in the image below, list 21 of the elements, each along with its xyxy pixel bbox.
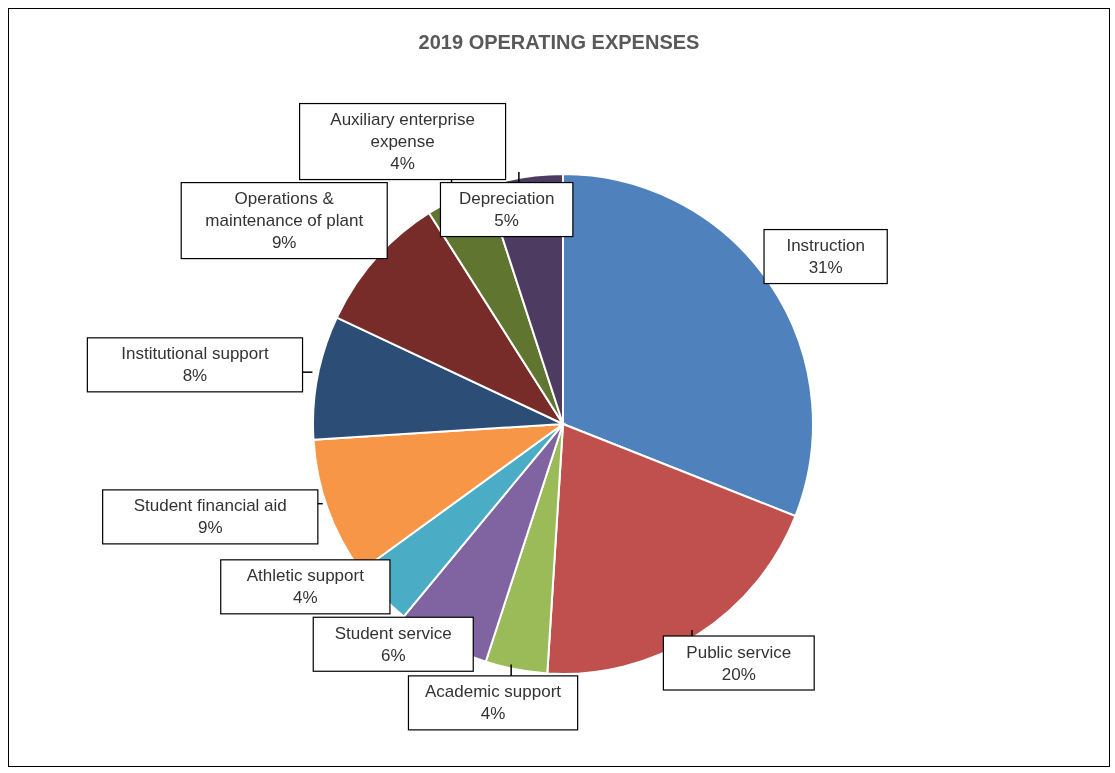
slice-label: Operations & maintenance of plant xyxy=(205,189,364,231)
data-label: 20% xyxy=(721,664,756,684)
data-label: 5% xyxy=(494,211,519,231)
data-label: 6% xyxy=(380,645,406,665)
data-label: 8% xyxy=(182,366,208,386)
slice-label: Public service xyxy=(686,642,792,662)
slice-label: Academic support xyxy=(425,682,562,702)
data-label: 9% xyxy=(271,233,297,253)
data-label: 4% xyxy=(480,704,506,724)
data-label: 4% xyxy=(390,154,415,174)
data-label: 4% xyxy=(293,588,318,608)
slice-label: Depreciation xyxy=(458,189,555,209)
data-label: 31% xyxy=(808,258,843,278)
slice-label: Student service xyxy=(334,623,452,643)
slice-label: Student financial aid xyxy=(133,496,287,516)
chart-title: 2019 OPERATING EXPENSES xyxy=(417,31,701,54)
slice-label: Institutional support xyxy=(121,344,269,364)
slice-label: Athletic support xyxy=(246,566,365,586)
data-label: 9% xyxy=(197,518,223,538)
slice-label: Auxiliary enterprise expense xyxy=(330,110,475,152)
slice-label: Instruction xyxy=(786,236,865,256)
